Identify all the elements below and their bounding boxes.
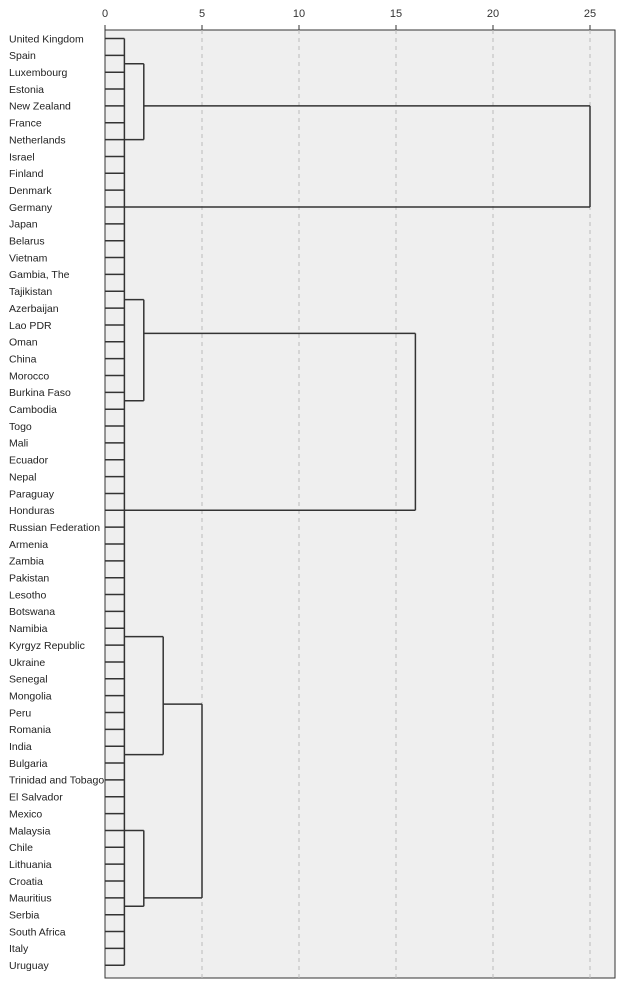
leaf-label: Ukraine	[9, 657, 45, 669]
leaf-label: United Kingdom	[9, 33, 84, 45]
leaf-label: Croatia	[9, 876, 43, 888]
leaf-label: Denmark	[9, 185, 52, 197]
leaf-label: Italy	[9, 943, 29, 955]
leaf-label: Vietnam	[9, 252, 48, 264]
leaf-label: Russian Federation	[9, 522, 100, 534]
dendrogram-links	[105, 37, 591, 966]
leaf-label: Serbia	[9, 910, 40, 922]
leaf-label: Belarus	[9, 236, 45, 248]
leaf-label: Lithuania	[9, 859, 52, 871]
leaf-label: Paraguay	[9, 488, 55, 500]
leaf-label: Lao PDR	[9, 320, 52, 332]
leaf-label: France	[9, 118, 42, 130]
leaf-label: Malaysia	[9, 825, 51, 837]
leaf-label: Burkina Faso	[9, 387, 71, 399]
leaf-label: Germany	[9, 202, 53, 214]
leaf-label: China	[9, 353, 37, 365]
x-tick-label: 10	[293, 8, 305, 20]
leaf-label: Nepal	[9, 471, 36, 483]
leaf-labels: United Kingdom Spain Luxembourg Estonia New …	[9, 33, 104, 972]
leaf-label: Netherlands	[9, 134, 66, 146]
x-tick-label: 20	[487, 8, 499, 20]
leaf-label: Spain	[9, 50, 36, 62]
leaf-label: Morocco	[9, 370, 49, 382]
leaf-label: Japan	[9, 219, 38, 231]
leaf-label: Kyrgyz Republic	[9, 640, 85, 652]
leaf-label: New Zealand	[9, 101, 71, 113]
leaf-label: Mongolia	[9, 690, 52, 702]
leaf-label: Romania	[9, 724, 51, 736]
leaf-label: South Africa	[9, 926, 66, 938]
leaf-label: Luxembourg	[9, 67, 68, 79]
leaf-label: Oman	[9, 337, 38, 349]
leaf-label: Pakistan	[9, 573, 49, 585]
leaf-label: Ecuador	[9, 455, 49, 467]
leaf-label: Lesotho	[9, 589, 47, 601]
leaf-label: Finland	[9, 168, 44, 180]
leaf-label: India	[9, 741, 32, 753]
plot-background	[104, 29, 616, 979]
leaf-label: Cambodia	[9, 404, 57, 416]
grid-lines	[201, 30, 591, 978]
leaf-label: Mali	[9, 438, 28, 450]
x-tick-label: 0	[102, 8, 108, 20]
leaf-label: El Salvador	[9, 792, 63, 804]
leaf-label: Namibia	[9, 623, 48, 635]
leaf-label: Mexico	[9, 808, 42, 820]
x-tick-label: 15	[390, 8, 402, 20]
leaf-label: Zambia	[9, 556, 44, 568]
leaf-label: Senegal	[9, 674, 48, 686]
leaf-label: Tajikistan	[9, 286, 52, 298]
leaf-label: Uruguay	[9, 960, 49, 972]
x-tick-label: 25	[584, 8, 596, 20]
leaf-label: Azerbaijan	[9, 303, 59, 315]
leaf-label: Peru	[9, 707, 31, 719]
leaf-label: Bulgaria	[9, 758, 48, 770]
leaf-label: Israel	[9, 151, 35, 163]
x-axis-ticks: 0 5 10 15 20 25	[102, 8, 596, 30]
leaf-label: Armenia	[9, 539, 48, 551]
leaf-label: Botswana	[9, 606, 55, 618]
leaf-label: Mauritius	[9, 893, 52, 905]
leaf-label: Togo	[9, 421, 32, 433]
leaf-label: Chile	[9, 842, 33, 854]
leaf-label: Gambia, The	[9, 269, 70, 281]
leaf-label: Honduras	[9, 505, 55, 517]
leaf-label: Trinidad and Tobago	[9, 775, 104, 787]
leaf-label: Estonia	[9, 84, 44, 96]
x-tick-label: 5	[199, 8, 205, 20]
